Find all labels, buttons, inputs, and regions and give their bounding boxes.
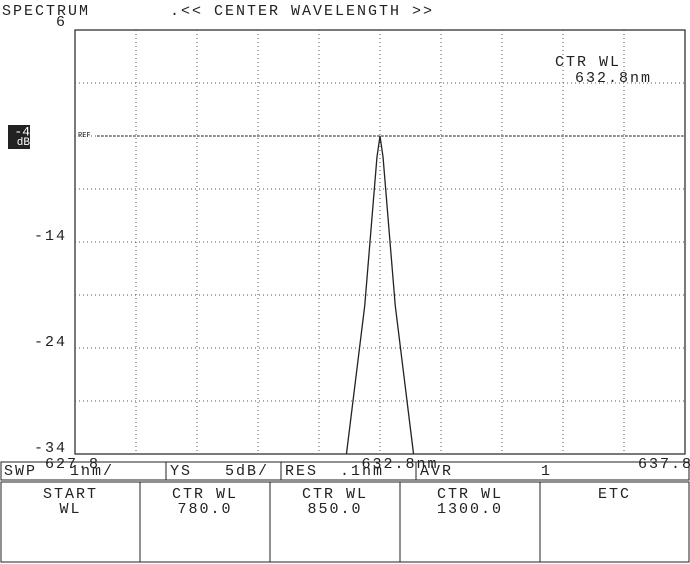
softkey-label: CTR WL — [172, 486, 238, 503]
softkey-label: 780.0 — [177, 501, 232, 518]
softkey-label: WL — [59, 501, 81, 518]
y-tick-label: 6 — [56, 14, 67, 31]
softkey-label: ETC — [598, 486, 631, 503]
softkey-label: CTR WL — [302, 486, 368, 503]
subtitle: .<< CENTER WAVELENGTH >> — [170, 3, 434, 20]
status-item: RES .1nm — [285, 463, 384, 480]
softkey — [539, 481, 690, 563]
x-tick-label: 632.8nm — [361, 456, 438, 473]
status-bar — [0, 461, 690, 481]
annotation-value: 632.8nm — [575, 70, 652, 87]
y-tick-label: -24 — [34, 334, 67, 351]
status-item: AVR 1 — [420, 463, 552, 480]
softkey-label: CTR WL — [437, 486, 503, 503]
y-tick-label: -34 — [34, 440, 67, 457]
ref-label: REF — [78, 132, 91, 140]
spectrum-line — [345, 135, 415, 455]
y-tick-label: -14 — [34, 228, 67, 245]
title: SPECTRUM — [2, 3, 90, 20]
y-tick-label: -4 — [14, 124, 30, 139]
x-tick-label: 637.8 — [638, 456, 690, 473]
softkey-label: 850.0 — [307, 501, 362, 518]
x-tick-label: 627.8 — [45, 456, 100, 473]
softkey-label: START — [43, 486, 98, 503]
ref-box — [8, 125, 30, 149]
softkey-label: 1300.0 — [437, 501, 503, 518]
status-item: SWP 1nm/ — [4, 463, 114, 480]
annotation-label: CTR WL — [555, 54, 621, 71]
ref-unit: dB — [17, 137, 31, 149]
status-item: YS 5dB/ — [170, 463, 269, 480]
